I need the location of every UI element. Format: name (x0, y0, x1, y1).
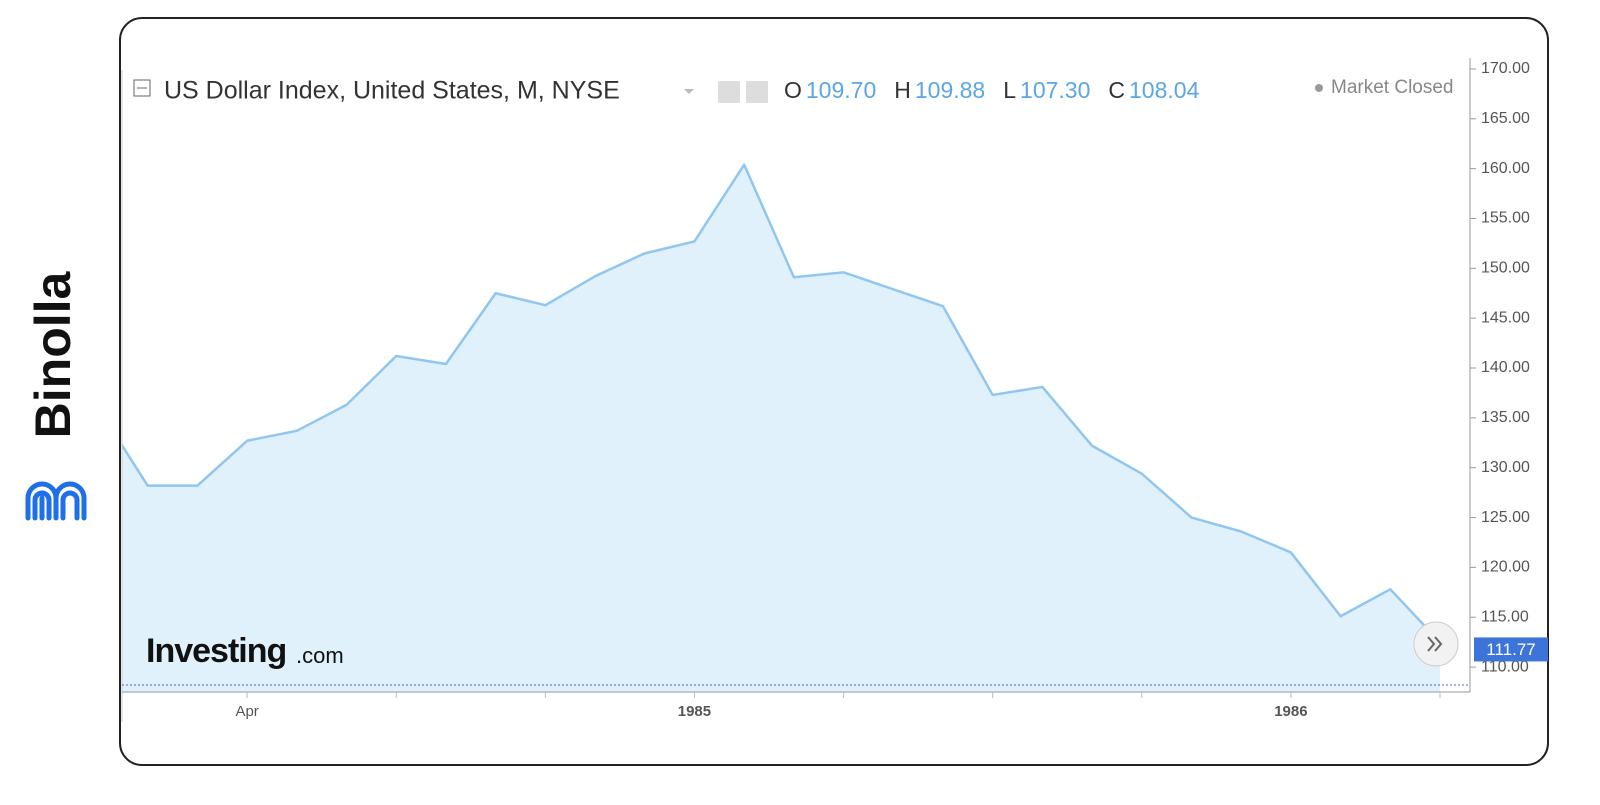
line (122, 163, 1441, 644)
y-tick-label: 155.00 (1481, 210, 1530, 227)
settings-icon[interactable] (746, 81, 768, 103)
y-tick-label: 120.00 (1481, 559, 1530, 576)
watermark-suffix: .com (296, 643, 344, 668)
ohlc-key: H (894, 77, 911, 103)
chart-title: US Dollar Index, United States, M, NYSE (164, 77, 620, 105)
y-tick-label: 150.00 (1481, 260, 1530, 277)
scroll-button-circle (1413, 621, 1459, 667)
scroll-right-button[interactable] (1413, 621, 1459, 667)
series (122, 163, 1441, 692)
y-tick-label: 170.00 (1481, 60, 1530, 77)
scroll-button-chevrons (1427, 636, 1443, 652)
collapse-icon[interactable] (133, 79, 151, 97)
y-tick-label: 110.00 (1481, 658, 1529, 675)
last-price-tag (1474, 637, 1548, 662)
ohlc-value: 107.30 (1020, 77, 1090, 103)
ohlc-value: 109.70 (806, 77, 876, 103)
x-tick-label: Apr (235, 703, 258, 720)
y-tick-label: 165.00 (1481, 110, 1530, 127)
y-tick-label: 125.00 (1481, 509, 1530, 526)
ohlc-key: C (1108, 77, 1125, 103)
y-tick-label: 115.00 (1481, 608, 1529, 625)
brand-name: Binolla (25, 270, 81, 438)
ohlc-value: 108.04 (1129, 77, 1200, 103)
watermark-main: Investing (146, 632, 286, 670)
last-price-label: 111.77 (1486, 640, 1535, 659)
x-tick-label: 1986 (1274, 703, 1307, 720)
y-tick-label: 160.00 (1481, 160, 1530, 177)
brand-icon (25, 481, 87, 521)
ohlc-value: 109.88 (915, 77, 985, 103)
chart: US Dollar Index, United States, M, NYSE … (121, 58, 1548, 722)
eye-icon[interactable] (718, 81, 740, 103)
ohlc-key: L (1003, 77, 1016, 103)
brand-logo: Binolla (25, 270, 87, 521)
ohlc-key: O (784, 77, 802, 103)
market-status: Market Closed (1331, 77, 1454, 98)
status-dot (1315, 84, 1323, 92)
dropdown-arrow[interactable] (684, 89, 694, 94)
y-tick-label: 145.00 (1481, 309, 1530, 326)
y-tick-label: 140.00 (1481, 359, 1530, 376)
y-tick-label: 130.00 (1481, 459, 1530, 476)
x-tick-label: 1985 (678, 703, 711, 720)
y-tick-label: 135.00 (1481, 409, 1530, 426)
area (122, 164, 1440, 692)
